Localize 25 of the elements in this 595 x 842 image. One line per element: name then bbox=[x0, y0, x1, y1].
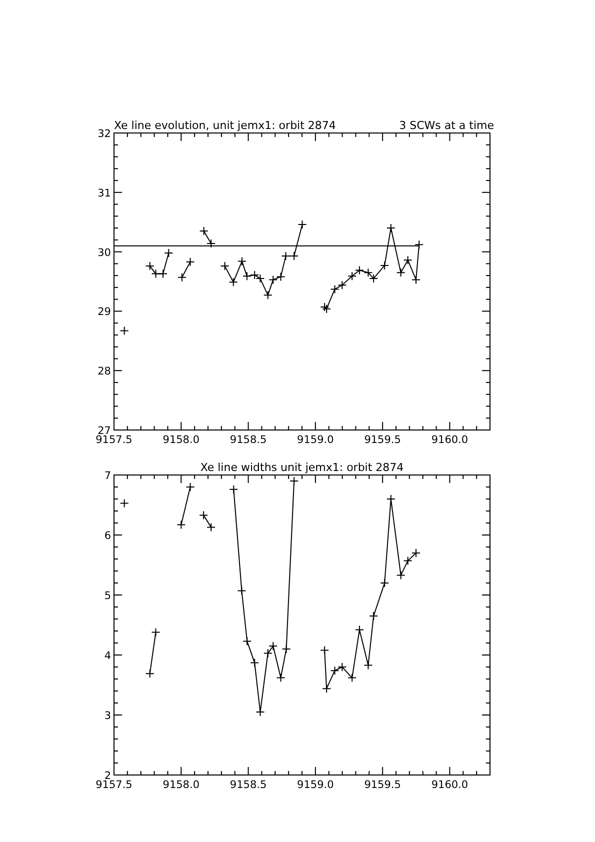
y-tick-label: 4 bbox=[104, 650, 112, 662]
y-tick-label: 28 bbox=[98, 366, 111, 378]
text: 3 SCWs at a time bbox=[399, 119, 494, 132]
x-tick-label: 9158.5 bbox=[230, 779, 267, 791]
y-tick-label: 3 bbox=[104, 710, 111, 722]
x-tick-label: 9160.0 bbox=[431, 434, 468, 446]
y-tick-label: 31 bbox=[98, 187, 111, 200]
x-tick-label: 9160.0 bbox=[431, 779, 468, 791]
y-tick-label: 32 bbox=[98, 128, 111, 140]
x-tick-label: 9159.0 bbox=[297, 779, 334, 791]
y-tick-label: 7 bbox=[104, 470, 111, 482]
y-tick-label: 30 bbox=[98, 246, 111, 259]
x-tick-label: 9158.5 bbox=[230, 434, 267, 446]
chart-title: Xe line evolution, unit jemx1: orbit 2874 bbox=[114, 119, 336, 132]
x-tick-label: 9159.0 bbox=[297, 434, 334, 446]
x-tick-label: 9157.5 bbox=[96, 779, 132, 791]
x-tick-label: 9159.5 bbox=[364, 779, 401, 791]
y-tick-label: 6 bbox=[104, 530, 112, 542]
x-tick-label: 9158.0 bbox=[162, 779, 200, 791]
chart-title: Xe line widths unit jemx1: orbit 2874 bbox=[200, 461, 404, 474]
x-tick-label: 9158.0 bbox=[162, 434, 200, 446]
y-tick-label: 5 bbox=[104, 590, 111, 602]
x-tick-label: 9159.5 bbox=[364, 434, 401, 446]
y-tick-label: 29 bbox=[98, 306, 111, 318]
x-tick-label: 9157.5 bbox=[96, 434, 132, 446]
